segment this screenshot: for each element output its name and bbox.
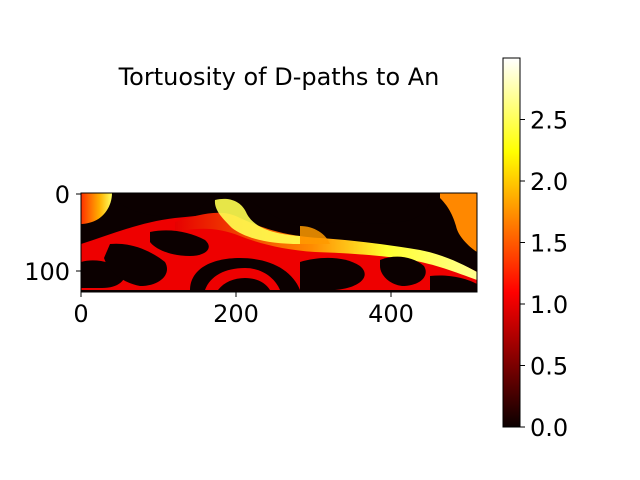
x-tick-label: 0: [73, 300, 88, 328]
x-tick-label: 200: [213, 300, 259, 328]
colorbar-tick-label: 2.5: [530, 107, 568, 135]
colorbar: 0.0 0.5 1.0 1.5 2.0 2.5: [502, 57, 568, 442]
x-axis: 0 200 400: [73, 292, 414, 328]
colorbar-tick-label: 1.5: [530, 230, 568, 258]
colorbar-tick-label: 2.0: [530, 168, 568, 196]
heatmap-image: [81, 193, 477, 292]
colorbar-tick-label: 1.0: [530, 291, 568, 319]
y-tick-label: 0: [55, 181, 70, 209]
chart-title: Tortuosity of D-paths to An: [118, 63, 440, 91]
colorbar-ticks: 0.0 0.5 1.0 1.5 2.0 2.5: [520, 107, 568, 442]
colorbar-tick-label: 0.5: [530, 353, 568, 381]
y-tick-label: 100: [24, 258, 70, 286]
colorbar-tick-label: 0.0: [530, 414, 568, 442]
y-axis: 0 100: [24, 181, 81, 286]
heatmap-frame: [80, 192, 478, 293]
colorbar-gradient: [502, 57, 521, 428]
x-tick-label: 400: [368, 300, 414, 328]
